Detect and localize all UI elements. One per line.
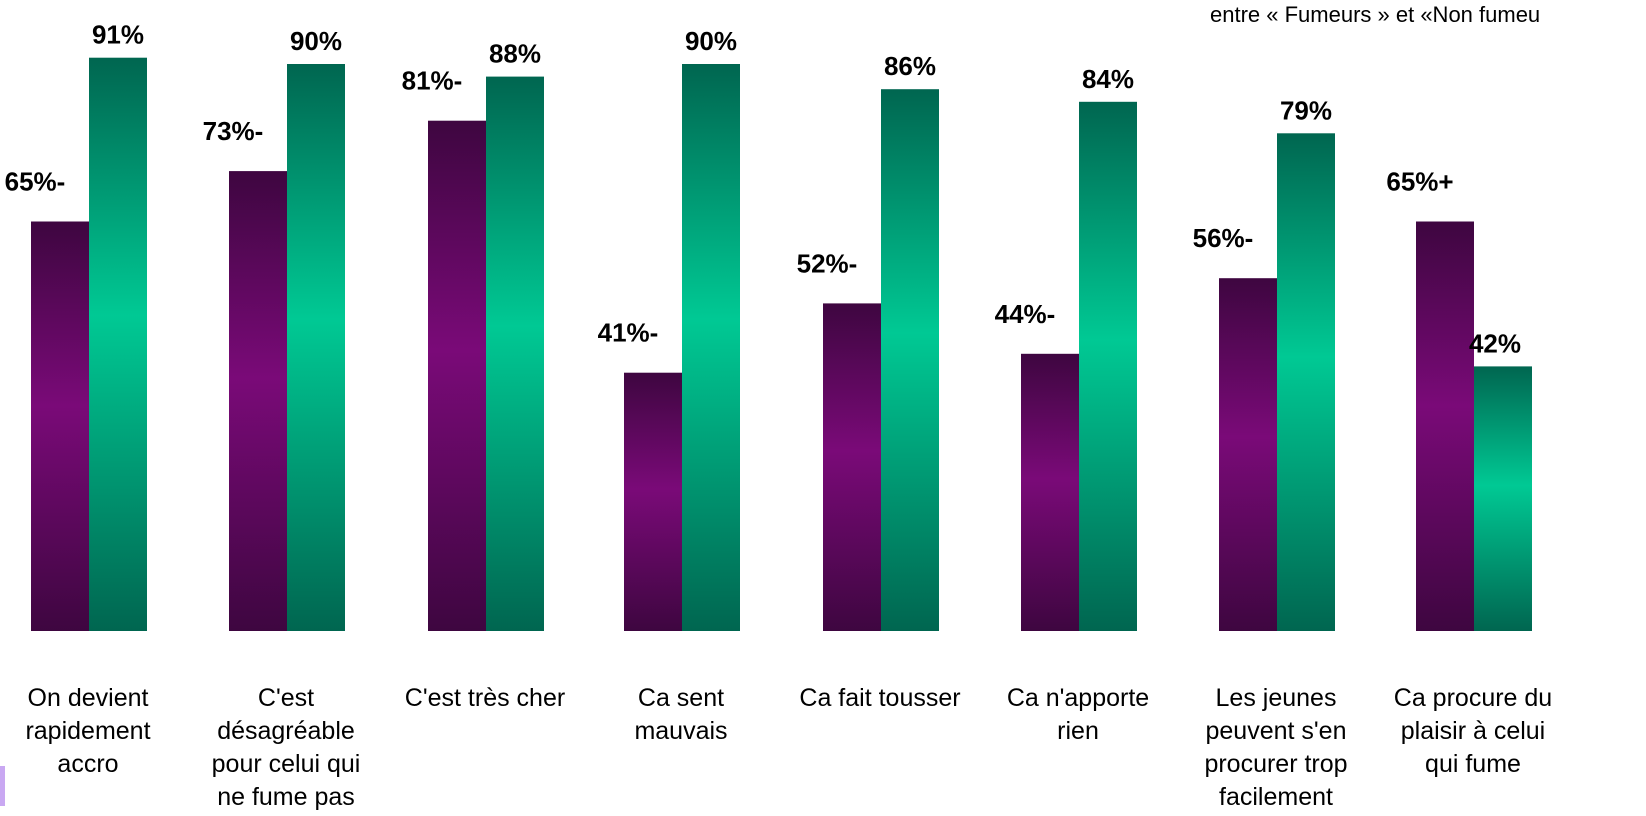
- data-label: 73%-: [203, 116, 264, 146]
- bar-series-2: [1277, 133, 1335, 632]
- data-label: 79%: [1280, 95, 1332, 125]
- category-label: Ca n'apporte rien: [1006, 684, 1150, 745]
- category-label: Ca sent mauvais: [634, 684, 728, 745]
- bars-group: [31, 57, 1532, 632]
- data-label: 65%+: [1386, 167, 1453, 197]
- data-label: 81%-: [402, 66, 463, 96]
- category-label: On devient rapidement accro: [25, 684, 151, 778]
- value-labels-group: 65%- 73%- 81%- 41%- 52%- 44%- 56%- 65%+ 91% 90% 88…: [5, 20, 1521, 359]
- data-label: 42%: [1469, 328, 1521, 358]
- data-label: 84%: [1082, 64, 1134, 94]
- bar-series-1: [428, 120, 486, 631]
- category-label: Les jeunes peuvent s'en procurer trop fa…: [1204, 684, 1348, 811]
- bar-series-1: [31, 221, 89, 631]
- bar-series-2: [881, 89, 939, 631]
- data-label: 91%: [92, 20, 144, 50]
- bar-series-2: [287, 64, 345, 631]
- category-label: C'est très cher: [404, 684, 566, 712]
- category-label: C'est désagréable pour celui qui ne fume…: [211, 684, 361, 811]
- bar-series-2: [1474, 366, 1532, 631]
- data-label: 56%-: [1193, 223, 1254, 253]
- bar-series-2: [682, 64, 740, 631]
- data-label: 86%: [884, 51, 936, 81]
- data-label: 88%: [489, 39, 541, 69]
- bar-series-2: [89, 57, 147, 631]
- bar-series-1: [823, 303, 881, 631]
- data-label: 90%: [290, 26, 342, 56]
- data-label: 90%: [685, 26, 737, 56]
- bar-series-1: [1021, 353, 1079, 631]
- category-label: Ca procure du plaisir à celui qui fume: [1393, 684, 1553, 778]
- bar-series-1: [624, 372, 682, 631]
- bar-series-1: [1416, 221, 1474, 631]
- bar-series-2: [1079, 101, 1137, 632]
- bar-series-1: [1219, 278, 1277, 631]
- bar-series-2: [486, 76, 544, 632]
- side-marker: [0, 766, 5, 806]
- data-label: 41%-: [598, 318, 659, 348]
- data-label: 44%-: [995, 299, 1056, 329]
- data-label: 65%-: [5, 167, 66, 197]
- data-label: 52%-: [797, 248, 858, 278]
- category-label: Ca fait tousser: [799, 684, 961, 712]
- bar-series-1: [229, 171, 287, 631]
- legend-note: entre « Fumeurs » et «Non fumeu: [1210, 2, 1541, 27]
